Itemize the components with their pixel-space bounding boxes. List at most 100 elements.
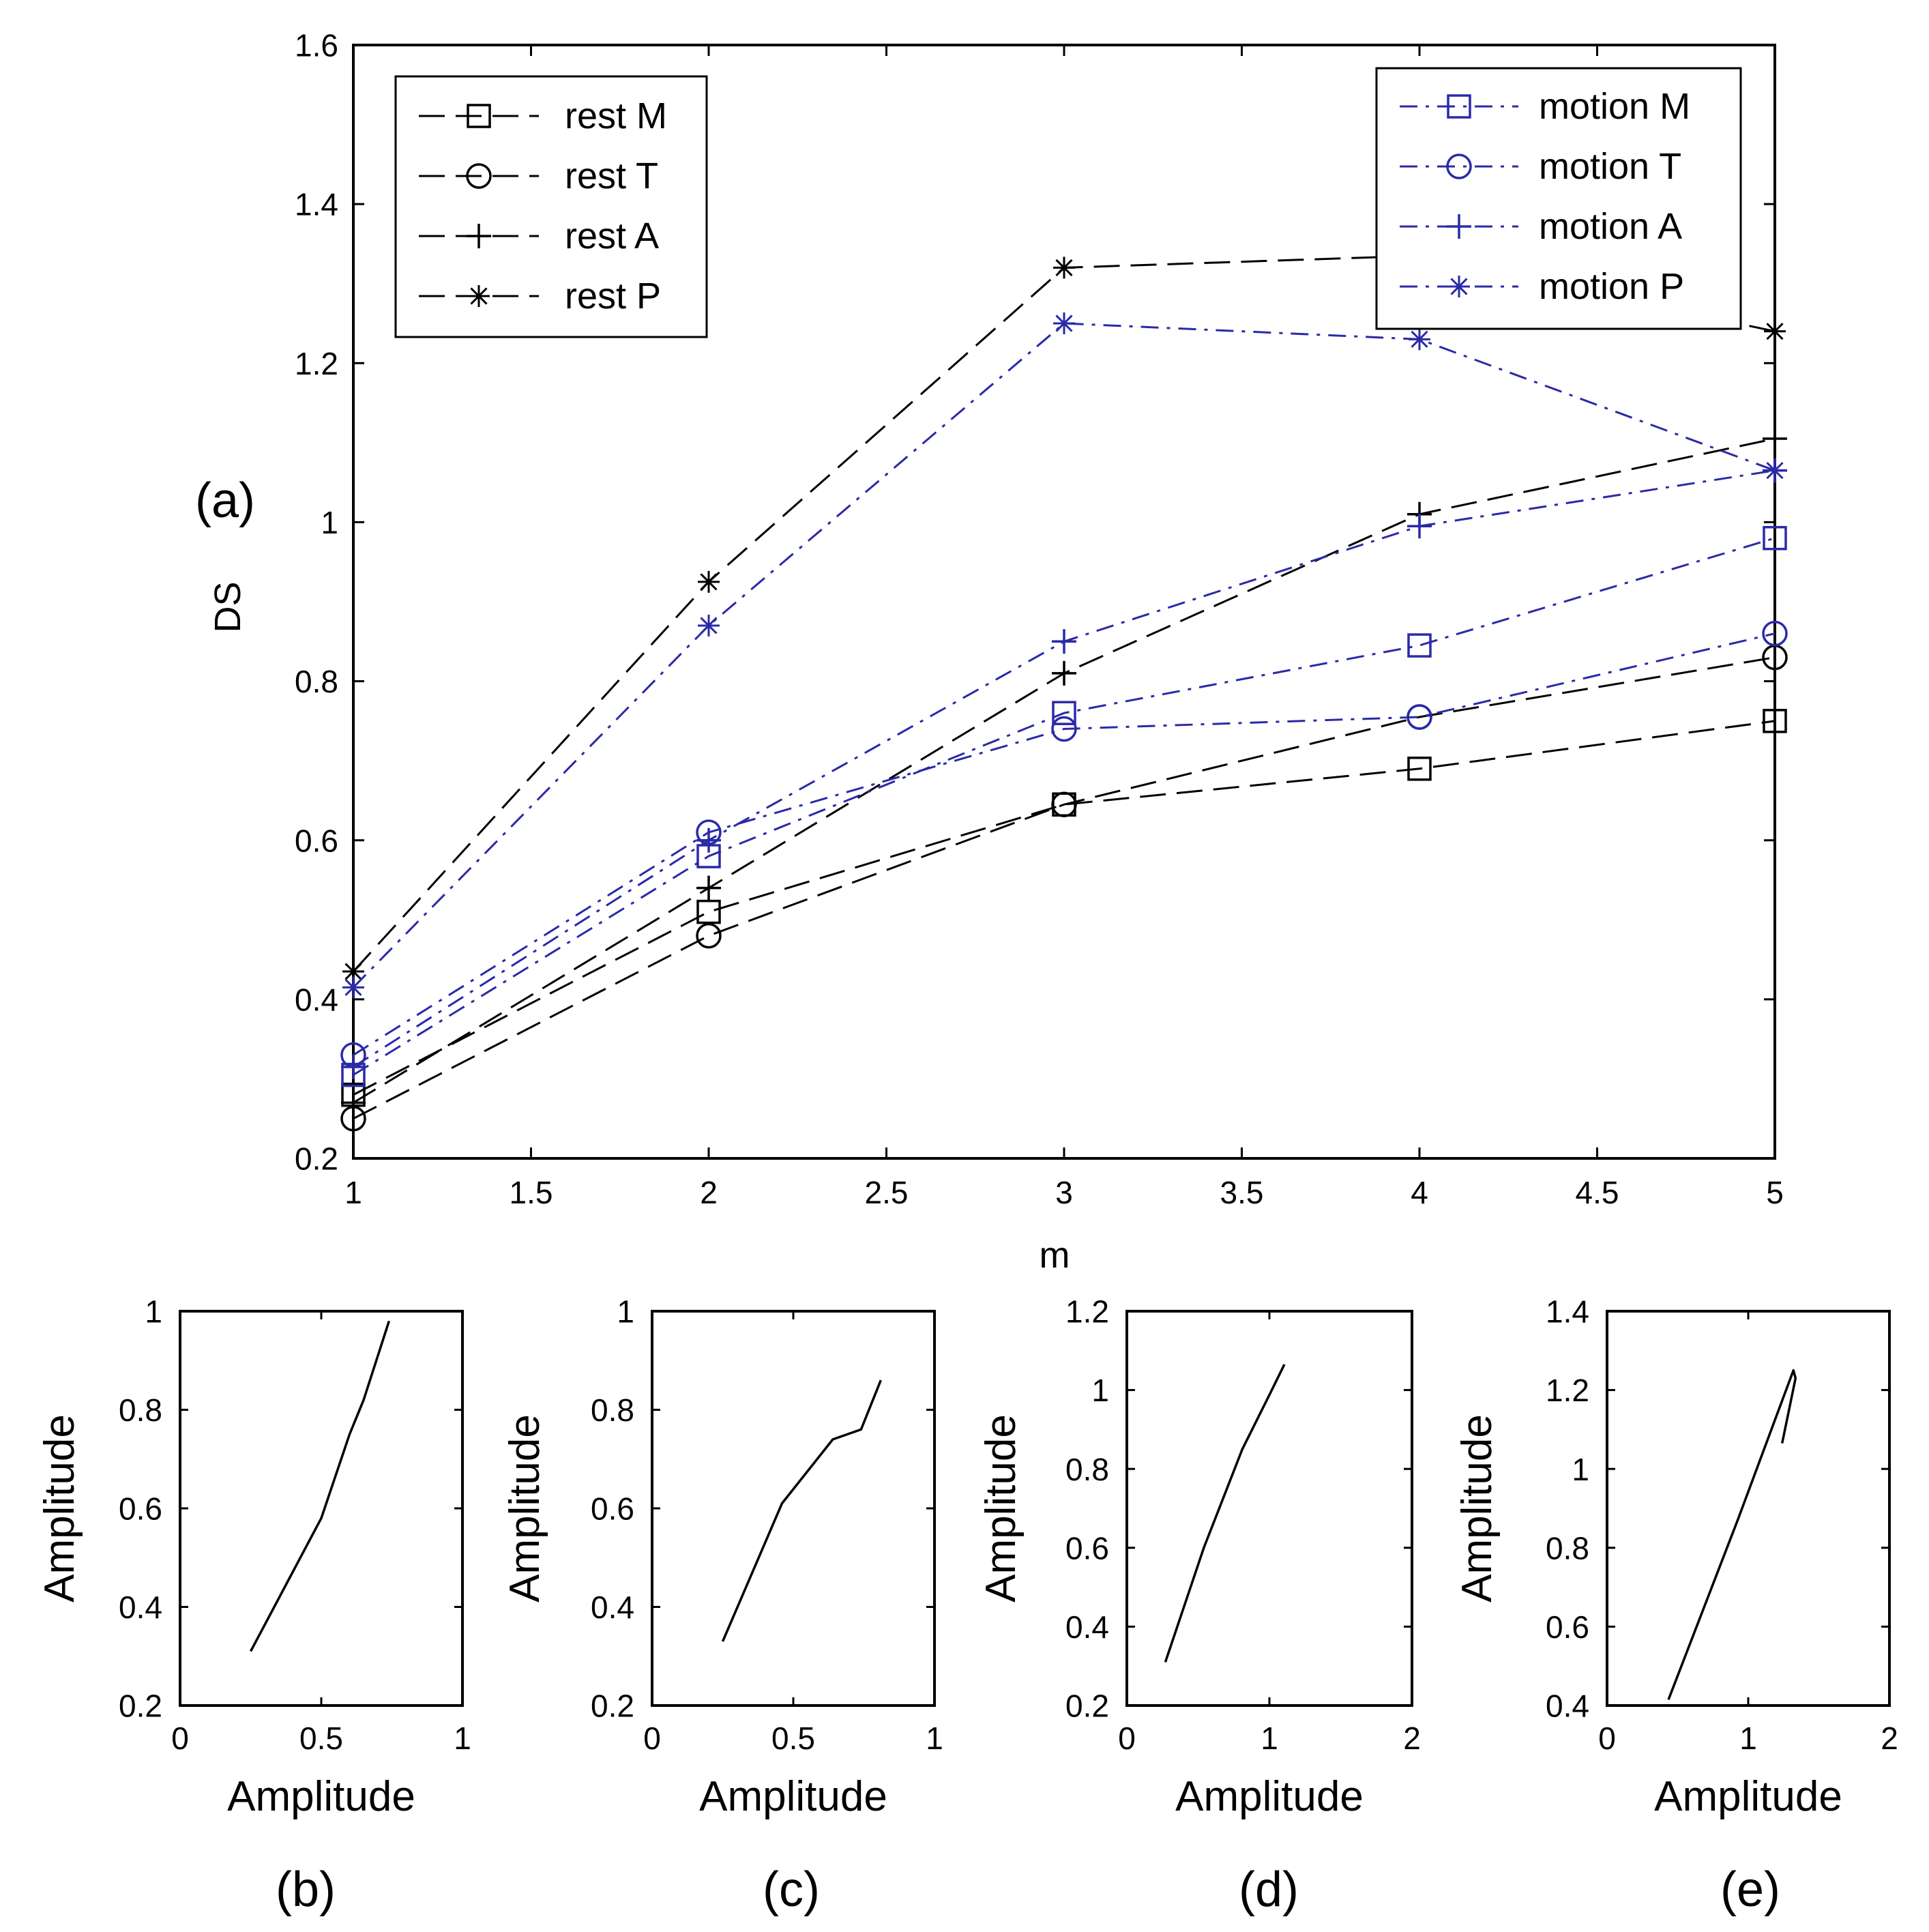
data-point-motion-p	[698, 614, 720, 636]
legend-marker	[466, 163, 492, 189]
series-line-motion-m	[353, 537, 1776, 1076]
data-point-rest-p	[342, 961, 364, 983]
subplot-b-series	[249, 1320, 391, 1652]
a-y-tick-label: 0.6	[295, 823, 338, 858]
a-x-tick-label: 4.5	[1576, 1175, 1619, 1210]
data-point-rest-a	[1763, 426, 1787, 452]
panel-label-a: (a)	[195, 473, 255, 528]
a-x-tick-label: 1.5	[510, 1175, 553, 1210]
legend-entry-label: rest A	[565, 216, 659, 257]
panel-label-b: (b)	[276, 1862, 336, 1917]
panel-label-c: (c)	[763, 1862, 820, 1917]
subplot-b-x-axis-label: Amplitude	[227, 1773, 415, 1820]
d-y-tick-label: 1.2	[1065, 1294, 1109, 1330]
a-y-tick-label: 1.2	[295, 346, 338, 381]
e-x-tick-label: 1	[1739, 1721, 1757, 1756]
a-y-tick-label: 0.2	[295, 1141, 338, 1177]
series-line-rest-t	[353, 656, 1776, 1120]
data-point-motion-p	[1409, 328, 1430, 351]
e-y-tick-label: 1	[1572, 1452, 1589, 1487]
a-x-tick-label: 1	[344, 1175, 362, 1210]
e-y-tick-label: 0.8	[1546, 1530, 1589, 1566]
b-y-tick-label: 0.2	[119, 1688, 162, 1724]
legend-entry-label: rest T	[565, 156, 658, 196]
d-x-tick-label: 1	[1261, 1721, 1278, 1756]
e-y-tick-label: 0.4	[1546, 1688, 1589, 1724]
main-chart-axes: 1 1.5 2 2.5 3 3.5 4 4.5 5 0.2 0.4 0.6 0.8 1 1.2 1.4 1.6	[295, 28, 1784, 1210]
legend-entry-label: motion A	[1539, 206, 1682, 247]
panel-label-e: (e)	[1720, 1862, 1780, 1917]
subplot-b-curve	[249, 1320, 391, 1652]
d-y-tick-label: 0.4	[1065, 1609, 1109, 1645]
subplot-e-y-axis-label: Amplitude	[1454, 1414, 1501, 1602]
c-y-tick-label: 0.2	[591, 1688, 634, 1724]
legend-marker	[467, 224, 491, 248]
subplot-d-curve	[1164, 1364, 1286, 1663]
legend-entry-label: rest M	[565, 96, 667, 136]
a-x-tick-label: 5	[1766, 1175, 1784, 1210]
data-point-rest-m	[696, 899, 721, 924]
data-point-rest-t	[1051, 791, 1077, 818]
legend-marker	[467, 104, 491, 128]
legend-entry-label: motion M	[1539, 86, 1690, 127]
b-y-tick-label: 0.6	[119, 1491, 162, 1527]
c-x-tick-label: 0.5	[771, 1721, 815, 1756]
c-y-tick-label: 0.8	[591, 1392, 634, 1428]
subplot-c: 0 0.5 1 0.2 0.4 0.6 0.8 1 Amplitude Amplitude (…	[501, 1294, 943, 1917]
a-x-tick-label: 3	[1055, 1175, 1073, 1210]
d-x-tick-label: 2	[1403, 1721, 1421, 1756]
data-point-rest-a	[341, 1090, 366, 1115]
legend-rest-entries: rest M rest T rest A rest P	[419, 96, 667, 317]
series-line-rest-m	[353, 720, 1776, 1096]
e-y-tick-label: 1.2	[1546, 1373, 1589, 1408]
d-y-tick-label: 0.2	[1065, 1688, 1109, 1724]
subplot-b-axes: 0 0.5 1 0.2 0.4 0.6 0.8 1	[119, 1294, 471, 1756]
data-point-motion-a	[341, 1054, 366, 1079]
data-point-rest-p	[698, 570, 720, 593]
data-point-rest-a	[696, 875, 721, 901]
b-x-tick-label: 0	[171, 1721, 189, 1756]
data-point-motion-p	[1053, 312, 1075, 334]
main-chart-x-axis-label: m	[1040, 1235, 1070, 1276]
a-y-tick-label: 0.4	[295, 982, 338, 1017]
data-point-rest-p	[1764, 320, 1786, 342]
data-point-motion-m	[1407, 633, 1432, 658]
legend-entry-label: rest P	[565, 276, 661, 317]
d-y-tick-label: 0.6	[1065, 1530, 1109, 1566]
a-x-tick-label: 2	[700, 1175, 718, 1210]
c-y-tick-label: 0.6	[591, 1491, 634, 1527]
legend-marker	[1446, 153, 1472, 179]
c-y-tick-label: 0.4	[591, 1590, 634, 1625]
data-point-motion-p	[342, 976, 364, 999]
b-x-tick-label: 0.5	[299, 1721, 343, 1756]
legend-marker	[1447, 94, 1471, 119]
legend-entry-label: motion T	[1539, 146, 1681, 187]
a-x-tick-label: 3.5	[1220, 1175, 1264, 1210]
subplot-c-curve	[721, 1379, 882, 1642]
legend-marker	[1447, 214, 1471, 239]
data-point-motion-t	[1407, 704, 1432, 730]
series-line-motion-t	[353, 632, 1776, 1056]
d-y-tick-label: 0.8	[1065, 1452, 1109, 1487]
subplot-d-series	[1164, 1364, 1286, 1663]
subplot-d-x-axis-label: Amplitude	[1175, 1773, 1364, 1820]
data-point-motion-a	[1052, 629, 1076, 654]
subplot-d: 0 1 20.20.40.60.811.2 Amplitude Amplitude …	[977, 1294, 1421, 1917]
data-point-rest-m	[1763, 709, 1787, 733]
legend-rest: rest M rest T rest A rest P	[394, 75, 708, 338]
a-y-tick-label: 1.4	[295, 187, 338, 222]
c-x-tick-label: 1	[926, 1721, 943, 1756]
data-point-motion-a	[1407, 514, 1432, 539]
e-y-tick-label: 1.4	[1546, 1294, 1589, 1330]
a-x-tick-label: 2.5	[865, 1175, 909, 1210]
legend-entry-label: motion P	[1539, 266, 1684, 307]
e-y-tick-label: 0.6	[1546, 1609, 1589, 1645]
panel-label-d: (d)	[1239, 1862, 1299, 1917]
e-x-tick-label: 0	[1598, 1721, 1616, 1756]
b-y-tick-label: 0.8	[119, 1392, 162, 1428]
data-point-motion-t	[1762, 620, 1788, 647]
a-y-tick-label: 1	[321, 505, 338, 540]
data-point-motion-m	[1763, 525, 1787, 551]
a-y-tick-label: 0.8	[295, 664, 338, 699]
